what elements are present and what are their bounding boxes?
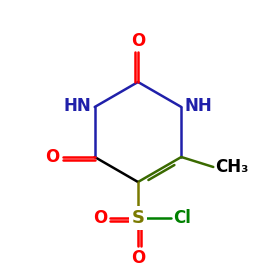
Text: O: O [131,32,145,50]
Text: O: O [45,148,60,166]
Text: CH₃: CH₃ [215,158,249,176]
Text: S: S [132,209,144,227]
Text: O: O [131,249,145,267]
Text: HN: HN [64,97,92,115]
Text: Cl: Cl [173,209,191,227]
Text: O: O [93,209,107,227]
Text: NH: NH [184,97,212,115]
